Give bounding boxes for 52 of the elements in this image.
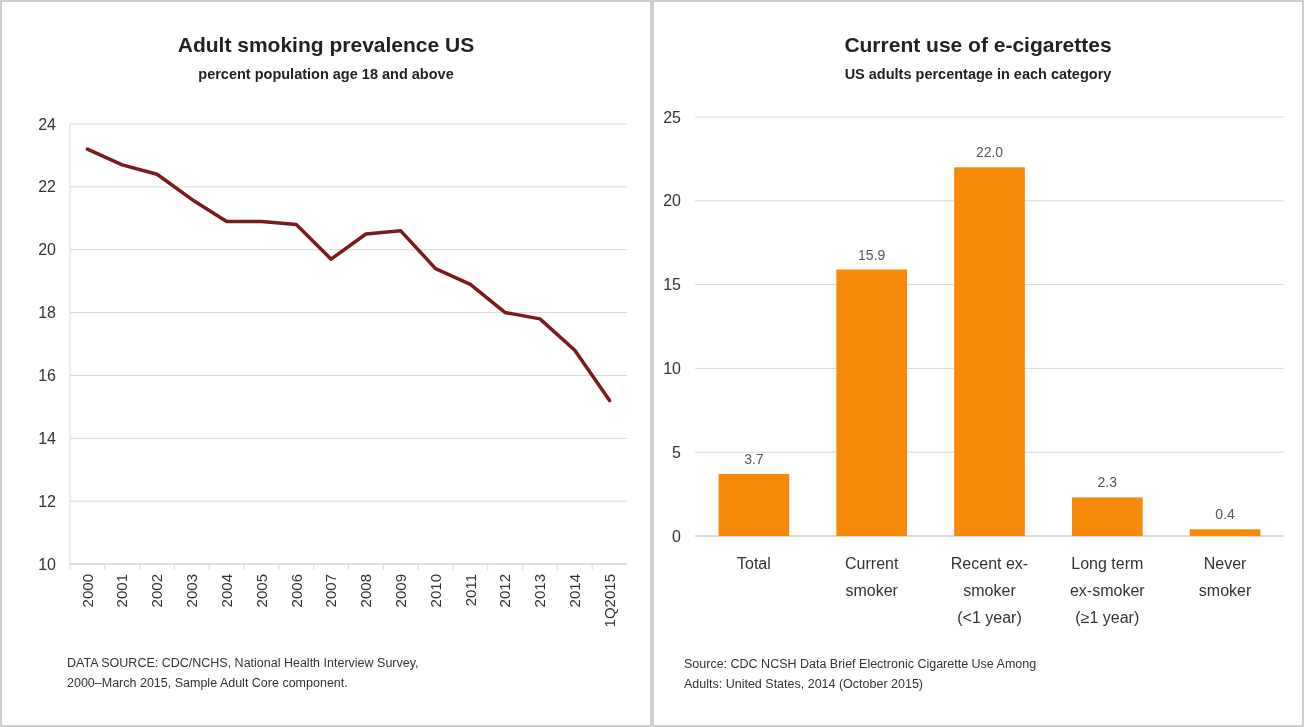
x-tick-label: 2001	[113, 574, 131, 608]
x-tick-label: 2003	[183, 574, 201, 608]
x-tick-label: 2009	[391, 574, 409, 608]
x-tick-label: 2004	[217, 574, 235, 608]
y-tick-label: 25	[663, 108, 682, 126]
x-tick-label: 2000	[78, 574, 96, 608]
y-tick-label: 5	[672, 443, 682, 461]
y-tick-label: 22	[38, 178, 57, 196]
y-tick-label: 16	[38, 367, 57, 385]
y-tick-label: 15	[663, 276, 682, 294]
y-tick-label: 10	[663, 360, 682, 377]
x-tick-label: Total	[737, 555, 771, 572]
x-tick-label: 1Q2015	[600, 574, 618, 628]
bar	[1071, 497, 1143, 536]
y-tick-label: 20	[38, 241, 57, 259]
bar	[1189, 529, 1261, 536]
data-label: 3.7	[744, 450, 764, 467]
chart-subtitle: US adults percentage in each category	[844, 66, 1112, 82]
x-tick-label: 2013	[531, 574, 549, 608]
bar	[954, 167, 1025, 536]
data-label: 15.9	[858, 246, 886, 263]
y-tick-label: 14	[38, 429, 57, 447]
x-tick-label: 2005	[252, 574, 270, 608]
y-tick-label: 0	[672, 527, 682, 545]
bar	[836, 269, 908, 536]
bar	[718, 473, 790, 536]
x-tick-label: 2006	[287, 574, 305, 608]
x-tick-label: Never smoker	[1198, 555, 1252, 599]
x-tick-label: Recent ex- smoker (<1 year)	[950, 555, 1029, 626]
x-tick-label: Current smoker	[845, 555, 899, 599]
data-label: 2.3	[1097, 474, 1118, 491]
data-label: 22.0	[975, 144, 1004, 161]
line-series	[85, 147, 612, 403]
source-note: Source: CDC NCSH Data Brief Electronic Cigarette Use Among Adults: United States, 2014 (October 2015)	[684, 657, 1037, 691]
x-tick-label: 2008	[357, 574, 375, 608]
chart-subtitle: percent population age 18 and above	[198, 66, 454, 82]
y-tick-label: 18	[38, 304, 57, 322]
y-tick-label: 10	[38, 555, 57, 573]
chart-title: Adult smoking prevalence US	[177, 33, 475, 56]
x-tick-label: 2007	[322, 574, 340, 608]
data-label: 0.4	[1215, 506, 1236, 523]
x-tick-label: 2012	[496, 574, 514, 608]
y-tick-label: 12	[38, 492, 57, 510]
x-tick-label: 2002	[148, 574, 166, 608]
x-tick-label: 2014	[566, 574, 584, 608]
source-note: DATA SOURCE: CDC/NCHS, National Health Interview Survey, 2000–March 2015, Sample Adult Core component.	[67, 656, 419, 690]
x-tick-label: 2011	[461, 574, 479, 607]
y-tick-label: 24	[38, 115, 57, 133]
y-tick-label: 20	[663, 192, 682, 210]
x-tick-label: Long term ex-smoker (≥1 year)	[1069, 555, 1146, 626]
chart-title: Current use of e-cigarettes	[844, 33, 1112, 56]
x-tick-label: 2010	[426, 574, 444, 608]
